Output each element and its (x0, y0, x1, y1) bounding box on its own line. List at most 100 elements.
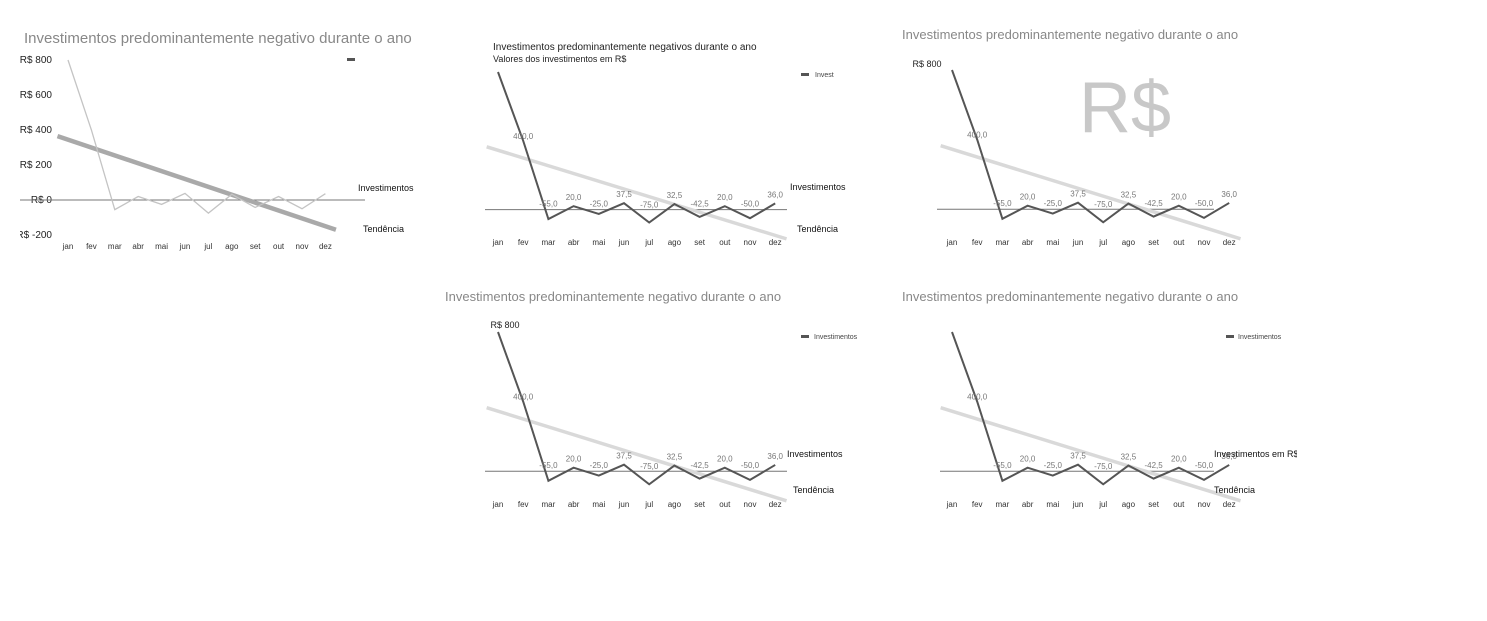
trend-line (486, 145, 788, 241)
chart-panel-1: Investimentos predominantemente negativo… (16, 24, 420, 259)
investment-line (67, 59, 326, 214)
data-label: -55,0 (993, 199, 1012, 208)
x-tick-label: fev (518, 238, 529, 247)
x-tick-label: abr (1022, 500, 1034, 509)
data-label: 32,5 (667, 453, 683, 462)
data-label: 400,0 (967, 393, 988, 402)
x-tick-label: dez (769, 500, 782, 509)
x-tick-label: out (1173, 238, 1185, 247)
data-label: 37,5 (616, 190, 632, 199)
x-tick-label: ago (1122, 500, 1136, 509)
chart-subtitle: Valores dos investimentos em R$ (493, 54, 626, 64)
x-tick-label: dez (769, 238, 782, 247)
x-tick-label: nov (1198, 238, 1211, 247)
investment-line (951, 69, 1230, 224)
x-tick-label: jul (644, 500, 653, 509)
y-tick-label: R$ 200 (20, 160, 52, 171)
x-tick-label: jul (1098, 238, 1107, 247)
data-label: -55,0 (539, 461, 558, 470)
x-tick-label: mai (155, 242, 168, 251)
trend-line (940, 143, 1242, 241)
x-tick-label: set (1148, 238, 1159, 247)
chart-panel-5: Investimentos predominantemente negativo… (897, 286, 1299, 521)
x-tick-label: abr (132, 242, 144, 251)
y-tick-label: R$ 800 (20, 55, 52, 66)
x-tick-label: jun (618, 500, 630, 509)
data-label: 36,0 (1221, 452, 1237, 461)
x-tick-label: nov (296, 242, 309, 251)
y-tick-label: R$ -200 (20, 230, 52, 241)
chart-panel-4: Investimentos predominantemente negativo… (440, 286, 875, 521)
legend-label: Investimentos (1238, 334, 1282, 341)
x-tick-label: mai (1046, 500, 1059, 509)
chart-1-svg: Investimentos predominantemente negativo… (16, 30, 414, 251)
data-label: 37,5 (1070, 190, 1086, 199)
x-tick-label: mai (1046, 238, 1059, 247)
data-label: 400,0 (967, 131, 988, 140)
data-label: -42,5 (1144, 199, 1163, 208)
data-label: 32,5 (1121, 453, 1137, 462)
x-tick-label: jan (492, 238, 504, 247)
x-tick-label: mar (996, 238, 1010, 247)
data-label: -25,0 (590, 461, 609, 470)
x-tick-label: mai (592, 500, 605, 509)
data-label: 32,5 (667, 191, 683, 200)
x-tick-label: mar (108, 242, 122, 251)
legend-label: Invest (815, 72, 834, 79)
x-tick-label: fev (972, 500, 983, 509)
series-label: Investimentos (358, 183, 414, 193)
x-tick-label: jan (946, 238, 958, 247)
watermark-text: R$ (1079, 68, 1171, 148)
data-label: -25,0 (1044, 461, 1063, 470)
data-label: -25,0 (1044, 199, 1063, 208)
y-tick-label: R$ 800 (490, 320, 519, 330)
data-label: -75,0 (640, 462, 659, 471)
data-label: 20,0 (717, 455, 733, 464)
legend-swatch (1226, 335, 1234, 338)
x-tick-label: set (694, 238, 705, 247)
series-label: Investimentos (790, 182, 846, 192)
data-label: 37,5 (616, 452, 632, 461)
chart-title: Investimentos predominantemente negativo… (902, 27, 1238, 42)
legend-label: Investimentos (814, 334, 858, 341)
investment-line (497, 331, 776, 486)
data-label: 32,5 (1121, 191, 1137, 200)
x-tick-label: abr (568, 238, 580, 247)
data-label: -55,0 (993, 461, 1012, 470)
trend-line (940, 405, 1242, 503)
legend-swatch (801, 335, 809, 338)
x-tick-label: set (250, 242, 261, 251)
trend-line (486, 405, 788, 503)
data-label: -50,0 (741, 200, 760, 209)
data-label: -55,0 (539, 200, 558, 209)
data-label: -75,0 (640, 201, 659, 210)
chart-3-svg: Investimentos predominantemente negativo… (902, 27, 1242, 247)
x-tick-label: ago (668, 500, 682, 509)
x-tick-label: abr (568, 500, 580, 509)
chart-title: Investimentos predominantemente negativo… (24, 30, 412, 47)
data-label: -75,0 (1094, 462, 1113, 471)
x-tick-label: dez (1223, 500, 1236, 509)
series-label: Investimentos em R$ (1214, 449, 1297, 459)
data-label: -75,0 (1094, 200, 1113, 209)
y-tick-label: R$ 600 (20, 90, 52, 101)
x-tick-label: mar (996, 500, 1010, 509)
x-tick-label: jun (1072, 500, 1084, 509)
series-label: Tendência (797, 224, 838, 234)
legend-swatch (347, 58, 355, 61)
data-label: 36,0 (767, 190, 783, 199)
chart-panel-2: Investimentos predominantemente negativo… (485, 38, 875, 258)
data-label: 20,0 (1020, 193, 1036, 202)
data-label: 20,0 (1171, 193, 1187, 202)
data-label: -50,0 (1195, 199, 1214, 208)
x-tick-label: jan (946, 500, 958, 509)
x-tick-label: jun (618, 238, 630, 247)
series-label: Tendência (1214, 485, 1255, 495)
x-tick-label: out (273, 242, 285, 251)
x-tick-label: dez (1223, 238, 1236, 247)
x-tick-label: jan (62, 242, 74, 251)
y-tick-label: R$ 800 (912, 59, 941, 69)
x-tick-label: fev (86, 242, 97, 251)
data-label: -42,5 (690, 461, 709, 470)
data-label: 20,0 (1020, 455, 1036, 464)
